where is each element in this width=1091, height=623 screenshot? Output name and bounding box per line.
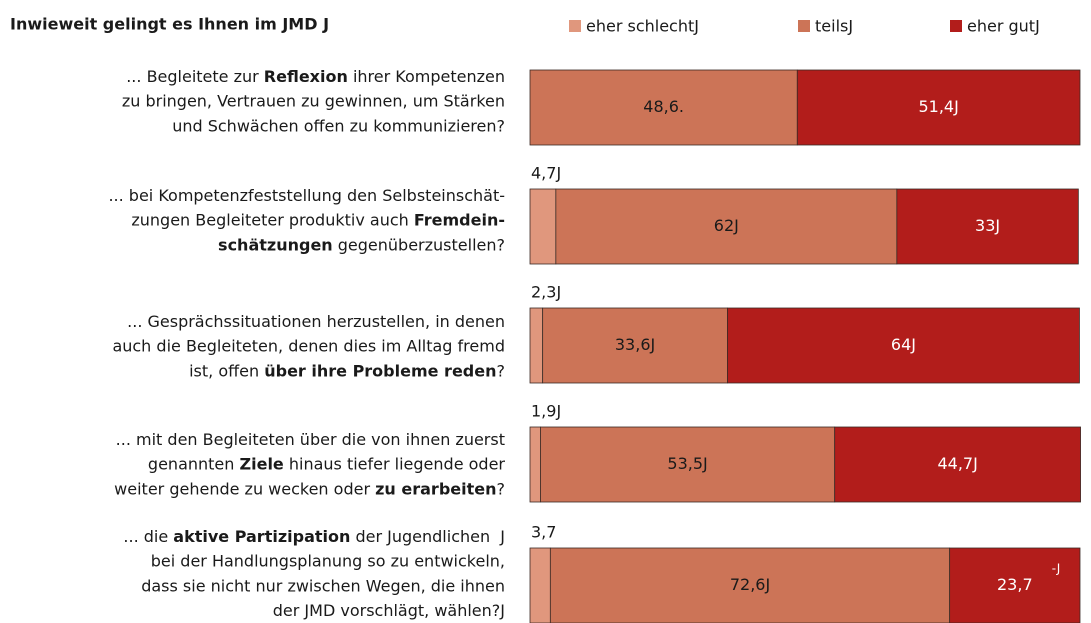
- label-run: ist, offen: [189, 361, 264, 380]
- label-run: ihrer Kompetenzen: [348, 67, 505, 86]
- category-label: ... mit den Begleiteten über die von ihn…: [116, 430, 505, 449]
- label-run: dass sie nicht nur zwischen Wegen, die i…: [141, 576, 505, 595]
- bar-segment: [529, 547, 551, 623]
- category-label: schätzungen gegenüberzustellen?: [218, 235, 505, 254]
- label-run: bei der Handlungsplanung so zu entwickel…: [151, 551, 505, 570]
- bar-segment: [529, 426, 541, 503]
- value-label: 33,6J: [615, 335, 655, 354]
- bar-segment: [542, 307, 728, 384]
- category-label: zu bringen, Vertrauen zu gewinnen, um St…: [122, 91, 505, 110]
- bar-segment: [949, 547, 1081, 623]
- category-label: ist, offen über ihre Probleme reden?: [189, 361, 505, 380]
- value-label: 64J: [891, 335, 916, 354]
- label-run: schätzungen: [218, 235, 333, 254]
- category-label: bei der Handlungsplanung so zu entwickel…: [151, 551, 505, 570]
- label-run: und Schwächen offen zu kommunizieren?: [172, 116, 505, 135]
- label-run: weiter gehende zu wecken oder: [114, 479, 375, 498]
- label-run: gegenüberzustellen?: [333, 235, 505, 254]
- label-run: ?: [497, 479, 506, 498]
- legend-swatch: [950, 20, 962, 32]
- value-label: 23,7: [997, 575, 1033, 594]
- label-run: zungen Begleiteter produktiv auch: [131, 210, 414, 229]
- legend-label: eher schlechtJ: [586, 17, 699, 36]
- value-label: 51,4J: [918, 97, 958, 116]
- category-label: ... bei Kompetenzfeststellung den Selbst…: [108, 186, 505, 205]
- legend-label: teilsJ: [815, 17, 853, 36]
- bar-segment: [529, 69, 798, 146]
- category-label: ... die aktive Partizipation der Jugendl…: [123, 527, 505, 546]
- category-label: zungen Begleiteter produktiv auch Fremde…: [131, 210, 505, 229]
- category-label: auch die Begleiteten, denen dies im Allt…: [112, 336, 505, 355]
- label-run: Reflexion: [264, 67, 348, 86]
- bar-segment: [529, 307, 544, 384]
- value-label: 48,6.: [643, 97, 684, 116]
- value-label: 72,6J: [730, 575, 770, 594]
- category-label: ... Gesprächssituationen herzustellen, i…: [127, 312, 505, 331]
- category-label: weiter gehende zu wecken oder zu erarbei…: [114, 479, 505, 498]
- bar-segment: [727, 307, 1080, 384]
- label-run: Fremdein-: [414, 210, 505, 229]
- label-run: der Jugendlichen J: [350, 527, 505, 546]
- value-label: 62J: [714, 216, 739, 235]
- value-label: 4,7J: [531, 164, 561, 183]
- category-label: und Schwächen offen zu kommunizieren?: [172, 116, 505, 135]
- label-run: über ihre Probleme reden: [264, 361, 496, 380]
- bar-segment: [834, 426, 1081, 503]
- label-run: auch die Begleiteten, denen dies im Allt…: [112, 336, 505, 355]
- label-run: genannten: [148, 454, 240, 473]
- label-run: Ziele: [240, 454, 284, 473]
- label-run: zu erarbeiten: [375, 479, 496, 498]
- value-label: 53,5J: [667, 454, 707, 473]
- category-label: ... Begleitete zur Reflexion ihrer Kompe…: [126, 67, 505, 86]
- label-run: ... Begleitete zur: [126, 67, 264, 86]
- label-run: ... mit den Begleiteten über die von ihn…: [116, 430, 505, 449]
- value-label: 1,9J: [531, 402, 561, 421]
- label-run: hinaus tiefer liegende oder: [284, 454, 506, 473]
- bar-segment: [540, 426, 836, 503]
- value-label: 33J: [975, 216, 1000, 235]
- category-label: der JMD vorschlägt, wählen?J: [273, 601, 505, 620]
- label-run: der JMD vorschlägt, wählen?J: [273, 601, 505, 620]
- category-label: genannten Ziele hinaus tiefer liegende o…: [148, 454, 505, 473]
- chart-title: Inwieweit gelingt es Ihnen im JMD J: [10, 15, 329, 34]
- label-run: ?: [497, 361, 506, 380]
- bar-segment: [896, 188, 1079, 265]
- category-label: dass sie nicht nur zwischen Wegen, die i…: [141, 576, 505, 595]
- label-run: ... bei Kompetenzfeststellung den Selbst…: [108, 186, 505, 205]
- bar-segment: [549, 547, 951, 623]
- annotation: -J: [1052, 562, 1061, 576]
- label-run: ... die: [123, 527, 173, 546]
- value-label: 2,3J: [531, 283, 561, 302]
- value-label: 44,7J: [937, 454, 977, 473]
- bar-segment: [796, 69, 1081, 146]
- value-label: 3,7: [531, 523, 556, 542]
- legend-swatch: [569, 20, 581, 32]
- label-run: zu bringen, Vertrauen zu gewinnen, um St…: [122, 91, 505, 110]
- bar-segment: [529, 188, 557, 265]
- bar-segment: [555, 188, 898, 265]
- label-run: ... Gesprächssituationen herzustellen, i…: [127, 312, 505, 331]
- legend-swatch: [798, 20, 810, 32]
- legend-label: eher gutJ: [967, 17, 1040, 36]
- label-run: aktive Partizipation: [173, 527, 350, 546]
